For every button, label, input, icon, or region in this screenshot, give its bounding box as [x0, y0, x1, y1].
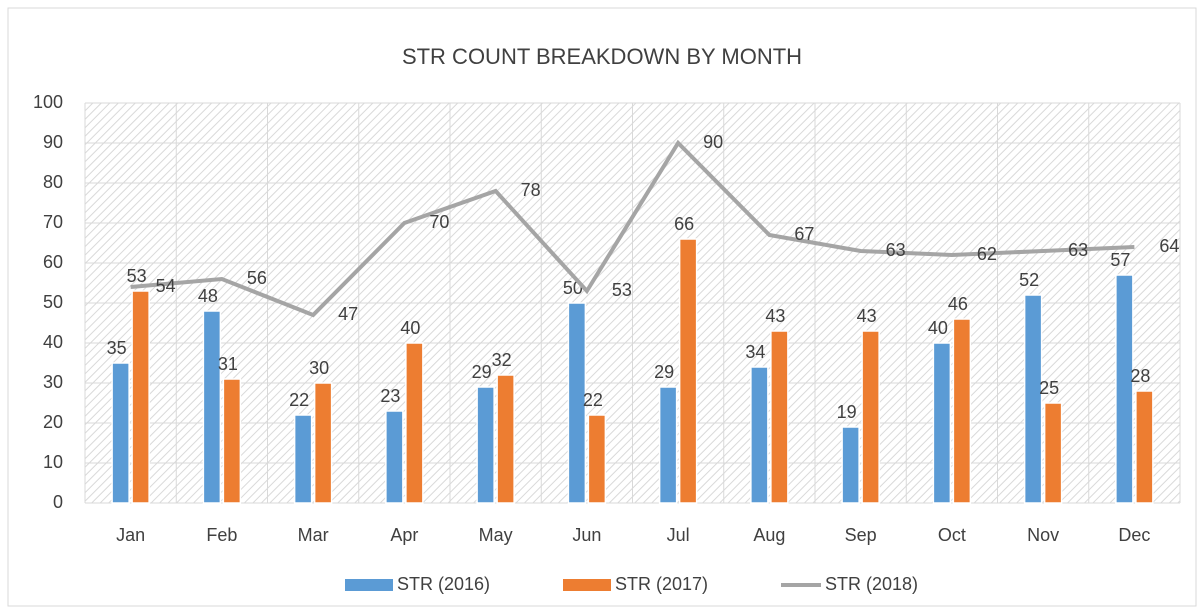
- data-label: 47: [338, 304, 358, 324]
- legend-label: STR (2018): [825, 574, 918, 594]
- data-label: 78: [521, 180, 541, 200]
- bar: [131, 290, 150, 504]
- data-label: 30: [309, 358, 329, 378]
- x-tick-label: Jun: [572, 525, 601, 545]
- data-label: 57: [1110, 250, 1130, 270]
- y-tick-label: 10: [43, 452, 63, 472]
- legend-swatch: [563, 579, 611, 591]
- data-label: 32: [492, 350, 512, 370]
- data-label: 25: [1039, 378, 1059, 398]
- chart-title: STR COUNT BREAKDOWN BY MONTH: [402, 44, 802, 69]
- bar: [952, 318, 972, 504]
- y-tick-label: 20: [43, 412, 63, 432]
- x-tick-label: Dec: [1118, 525, 1150, 545]
- y-tick-label: 60: [43, 252, 63, 272]
- data-label: 48: [198, 286, 218, 306]
- y-tick-label: 80: [43, 172, 63, 192]
- x-tick-label: Aug: [753, 525, 785, 545]
- bar: [1043, 402, 1063, 504]
- x-tick-label: Sep: [845, 525, 877, 545]
- data-label: 70: [429, 212, 449, 232]
- x-tick-label: Oct: [938, 525, 966, 545]
- bar: [313, 382, 333, 504]
- bar: [658, 386, 678, 504]
- bar: [841, 426, 860, 504]
- x-tick-label: Jul: [667, 525, 690, 545]
- bar: [111, 362, 130, 504]
- y-tick-label: 50: [43, 292, 63, 312]
- data-label: 40: [400, 318, 420, 338]
- x-tick-label: Jan: [116, 525, 145, 545]
- data-label: 35: [107, 338, 127, 358]
- data-label: 28: [1130, 366, 1150, 386]
- x-tick-label: Mar: [298, 525, 329, 545]
- data-label: 34: [745, 342, 765, 362]
- data-label: 23: [380, 386, 400, 406]
- x-tick-label: Nov: [1027, 525, 1059, 545]
- data-label: 22: [583, 390, 603, 410]
- bar: [932, 342, 952, 504]
- data-label: 22: [289, 390, 309, 410]
- bar: [750, 366, 769, 504]
- bar: [222, 378, 242, 504]
- data-label: 29: [472, 362, 492, 382]
- data-label: 46: [948, 294, 968, 314]
- y-tick-label: 0: [53, 492, 63, 512]
- legend-label: STR (2017): [615, 574, 708, 594]
- bar: [405, 342, 424, 504]
- data-label: 67: [794, 224, 814, 244]
- data-label: 31: [218, 354, 238, 374]
- x-tick-label: Apr: [390, 525, 418, 545]
- y-tick-label: 100: [33, 92, 63, 112]
- bar: [293, 414, 313, 504]
- bar: [202, 310, 222, 504]
- bar: [1115, 274, 1134, 504]
- data-label: 90: [703, 132, 723, 152]
- bar: [678, 238, 698, 504]
- data-label: 43: [857, 306, 877, 326]
- y-tick-label: 90: [43, 132, 63, 152]
- data-label: 19: [837, 402, 857, 422]
- bar: [587, 414, 607, 504]
- bar: [476, 386, 495, 504]
- bar: [567, 302, 587, 504]
- data-label: 63: [1068, 240, 1088, 260]
- data-label: 64: [1159, 236, 1179, 256]
- bar: [1135, 390, 1154, 504]
- bar: [496, 374, 515, 504]
- bar: [1023, 294, 1043, 504]
- y-tick-label: 40: [43, 332, 63, 352]
- x-tick-label: May: [479, 525, 513, 545]
- data-label: 53: [127, 266, 147, 286]
- x-tick-label: Feb: [206, 525, 237, 545]
- legend-swatch: [345, 579, 393, 591]
- legend-label: STR (2016): [397, 574, 490, 594]
- data-label: 63: [886, 240, 906, 260]
- data-label: 43: [765, 306, 785, 326]
- line: [130, 139, 1135, 318]
- data-label: 56: [247, 268, 267, 288]
- data-label: 52: [1019, 270, 1039, 290]
- bar: [385, 410, 404, 504]
- data-label: 54: [156, 276, 176, 296]
- y-tick-label: 30: [43, 372, 63, 392]
- data-label: 66: [674, 214, 694, 234]
- bar: [770, 330, 789, 504]
- data-label: 62: [977, 244, 997, 264]
- y-tick-label: 70: [43, 212, 63, 232]
- bar: [861, 330, 880, 504]
- data-label: 40: [928, 318, 948, 338]
- data-label: 29: [654, 362, 674, 382]
- data-label: 53: [612, 280, 632, 300]
